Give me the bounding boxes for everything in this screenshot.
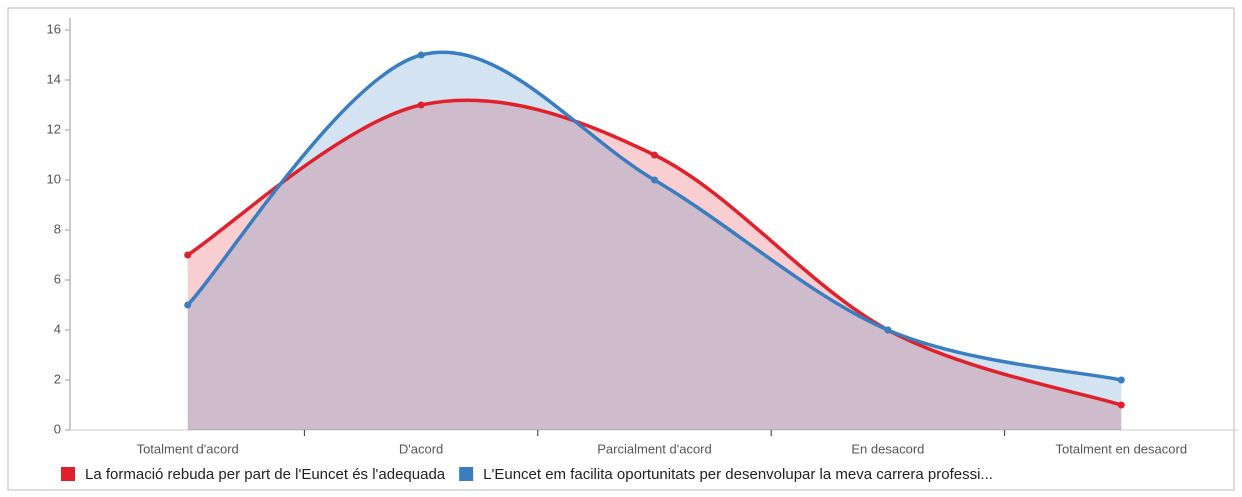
area	[187, 100, 1122, 430]
y-tick-label: 12	[47, 121, 61, 136]
point	[1117, 376, 1125, 384]
point	[417, 51, 425, 59]
legend-label: La formació rebuda per part de l'Euncet …	[85, 466, 446, 483]
area	[187, 52, 1122, 430]
y-tick-label: 16	[47, 21, 61, 36]
x-tick-label: D'acord	[399, 441, 443, 456]
point	[651, 151, 658, 159]
point	[184, 301, 192, 309]
y-tick-label: 2	[54, 371, 61, 386]
y-tick-label: 4	[54, 321, 61, 336]
y-tick-label: 8	[54, 221, 61, 236]
y-tick-label: 14	[47, 71, 61, 86]
point	[184, 251, 192, 259]
legend-label: L'Euncet em facilita oportunitats per de…	[483, 466, 993, 483]
point	[1117, 401, 1125, 409]
legend-swatch	[459, 467, 474, 481]
x-tick-label: Totalment d'acord	[137, 441, 239, 456]
line	[186, 50, 1122, 382]
legend-swatch	[61, 467, 75, 481]
x-tick-label: En desacord	[851, 441, 924, 456]
y-tick-label: 10	[47, 171, 61, 186]
frame	[7, 7, 1235, 491]
point	[651, 176, 658, 184]
y-tick-label: 0	[54, 421, 61, 436]
y-tick-label: 6	[54, 271, 61, 286]
point	[884, 326, 892, 334]
x-tick-label: Parcialment d'acord	[597, 441, 711, 456]
x-tick-label: Totalment en desacord	[1056, 441, 1188, 456]
point	[417, 101, 425, 109]
